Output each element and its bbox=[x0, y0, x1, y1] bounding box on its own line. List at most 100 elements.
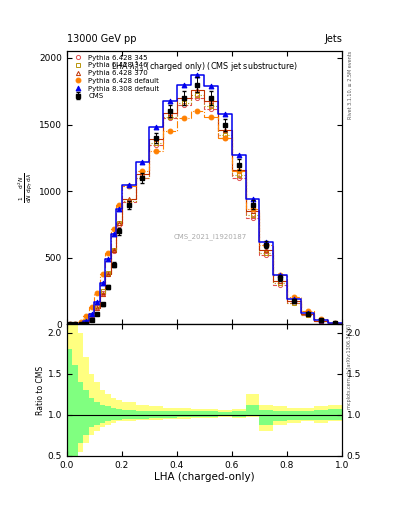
Legend: Pythia 6.428 345, Pythia 6.428 346, Pythia 6.428 370, Pythia 6.428 default, Pyth: Pythia 6.428 345, Pythia 6.428 346, Pyth… bbox=[69, 53, 161, 101]
Pythia 6.428 default bbox=[250, 205, 255, 211]
Pythia 6.428 default bbox=[106, 249, 110, 255]
Pythia 6.428 370 bbox=[117, 220, 121, 226]
Text: Rivet 3.1.10, ≥ 2.5M events: Rivet 3.1.10, ≥ 2.5M events bbox=[347, 51, 353, 119]
Pythia 8.308 default bbox=[222, 111, 227, 117]
Pythia 6.428 345 bbox=[333, 321, 338, 327]
Pythia 8.308 default bbox=[73, 322, 77, 328]
Pythia 8.308 default bbox=[89, 311, 94, 317]
Pythia 6.428 default bbox=[84, 313, 88, 319]
Pythia 6.428 346 bbox=[292, 300, 296, 306]
Pythia 8.308 default bbox=[84, 318, 88, 324]
Pythia 8.308 default bbox=[195, 72, 200, 78]
Pythia 6.428 default bbox=[78, 319, 83, 325]
Pythia 6.428 346 bbox=[140, 175, 145, 181]
Line: Pythia 6.428 370: Pythia 6.428 370 bbox=[68, 88, 337, 327]
Pythia 8.308 default bbox=[209, 83, 214, 89]
Pythia 6.428 default bbox=[100, 271, 105, 277]
Pythia 8.308 default bbox=[168, 97, 173, 103]
X-axis label: LHA (charged-only): LHA (charged-only) bbox=[154, 472, 255, 482]
Pythia 6.428 345 bbox=[95, 304, 99, 310]
Line: Pythia 6.428 346: Pythia 6.428 346 bbox=[68, 93, 337, 327]
Y-axis label: $\frac{1}{\mathrm{d}N}\,\frac{\mathrm{d}^2 N}{\mathrm{d}p_T\,\mathrm{d}\lambda}$: $\frac{1}{\mathrm{d}N}\,\frac{\mathrm{d}… bbox=[17, 173, 35, 203]
Pythia 6.428 346 bbox=[89, 312, 94, 318]
Pythia 6.428 370 bbox=[106, 271, 110, 277]
Pythia 6.428 default bbox=[333, 320, 338, 326]
Pythia 6.428 346 bbox=[319, 318, 324, 324]
Pythia 6.428 345 bbox=[111, 248, 116, 254]
Pythia 6.428 370 bbox=[195, 87, 200, 93]
Pythia 6.428 370 bbox=[140, 171, 145, 177]
Pythia 6.428 default bbox=[140, 168, 145, 174]
Pythia 6.428 345 bbox=[237, 175, 241, 181]
Pythia 6.428 default bbox=[127, 183, 131, 189]
Pythia 6.428 346 bbox=[264, 249, 269, 255]
Line: Pythia 8.308 default: Pythia 8.308 default bbox=[67, 73, 338, 327]
Pythia 6.428 370 bbox=[278, 278, 283, 284]
Pythia 6.428 370 bbox=[305, 311, 310, 317]
Pythia 8.308 default bbox=[264, 239, 269, 245]
Pythia 6.428 345 bbox=[67, 322, 72, 328]
Pythia 6.428 default bbox=[111, 225, 116, 231]
Pythia 6.428 345 bbox=[319, 318, 324, 324]
Pythia 6.428 346 bbox=[84, 318, 88, 324]
Pythia 6.428 370 bbox=[127, 196, 131, 202]
Pythia 6.428 345 bbox=[305, 312, 310, 318]
Pythia 8.308 default bbox=[250, 196, 255, 202]
Pythia 8.308 default bbox=[67, 322, 72, 328]
Pythia 6.428 346 bbox=[78, 321, 83, 327]
Pythia 6.428 370 bbox=[95, 306, 99, 312]
Pythia 6.428 345 bbox=[182, 101, 186, 108]
Pythia 6.428 345 bbox=[278, 282, 283, 288]
Pythia 6.428 345 bbox=[78, 321, 83, 327]
Pythia 6.428 346 bbox=[222, 132, 227, 138]
Pythia 6.428 default bbox=[264, 242, 269, 248]
Text: Jets: Jets bbox=[324, 33, 342, 44]
Text: mcplots.cern.ch [arXiv:1306.3436]: mcplots.cern.ch [arXiv:1306.3436] bbox=[347, 325, 353, 410]
Pythia 6.428 345 bbox=[250, 215, 255, 221]
Y-axis label: Ratio to CMS: Ratio to CMS bbox=[36, 366, 45, 415]
Pythia 6.428 370 bbox=[89, 315, 94, 321]
Pythia 8.308 default bbox=[319, 317, 324, 324]
Pythia 6.428 345 bbox=[89, 313, 94, 319]
Pythia 8.308 default bbox=[333, 320, 338, 326]
Pythia 6.428 346 bbox=[182, 100, 186, 106]
Pythia 6.428 346 bbox=[168, 114, 173, 120]
Pythia 8.308 default bbox=[154, 124, 159, 130]
Pythia 6.428 370 bbox=[209, 97, 214, 103]
Pythia 6.428 345 bbox=[106, 271, 110, 277]
Text: LHA $\lambda^1_{0.5}$ (charged only) (CMS jet substructure): LHA $\lambda^1_{0.5}$ (charged only) (CM… bbox=[111, 59, 298, 74]
Pythia 6.428 346 bbox=[154, 140, 159, 146]
Pythia 6.428 346 bbox=[250, 212, 255, 218]
Pythia 6.428 345 bbox=[292, 300, 296, 306]
Pythia 6.428 345 bbox=[100, 289, 105, 295]
Pythia 6.428 345 bbox=[209, 105, 214, 112]
Pythia 6.428 default bbox=[278, 272, 283, 278]
Pythia 6.428 default bbox=[89, 304, 94, 310]
Pythia 8.308 default bbox=[305, 310, 310, 316]
Pythia 6.428 default bbox=[319, 316, 324, 322]
Pythia 6.428 345 bbox=[264, 252, 269, 258]
Pythia 6.428 default bbox=[305, 308, 310, 314]
Line: Pythia 6.428 345: Pythia 6.428 345 bbox=[68, 96, 337, 327]
Pythia 6.428 370 bbox=[237, 167, 241, 173]
Text: 13000 GeV pp: 13000 GeV pp bbox=[67, 33, 136, 44]
Pythia 6.428 346 bbox=[73, 322, 77, 328]
Pythia 6.428 346 bbox=[333, 320, 338, 326]
Pythia 6.428 default bbox=[73, 321, 77, 327]
Pythia 6.428 346 bbox=[127, 198, 131, 204]
Pythia 6.428 346 bbox=[111, 247, 116, 253]
Pythia 6.428 346 bbox=[67, 322, 72, 328]
Pythia 6.428 346 bbox=[305, 312, 310, 318]
Pythia 6.428 370 bbox=[78, 321, 83, 327]
Pythia 6.428 346 bbox=[95, 303, 99, 309]
Pythia 6.428 370 bbox=[67, 322, 72, 328]
Pythia 6.428 345 bbox=[195, 95, 200, 101]
Pythia 6.428 346 bbox=[209, 103, 214, 109]
Pythia 6.428 346 bbox=[106, 269, 110, 275]
Pythia 6.428 default bbox=[117, 201, 121, 207]
Pythia 6.428 370 bbox=[333, 320, 338, 326]
Pythia 8.308 default bbox=[111, 231, 116, 237]
Pythia 6.428 370 bbox=[100, 291, 105, 297]
Pythia 6.428 345 bbox=[73, 322, 77, 328]
Pythia 6.428 370 bbox=[222, 127, 227, 133]
